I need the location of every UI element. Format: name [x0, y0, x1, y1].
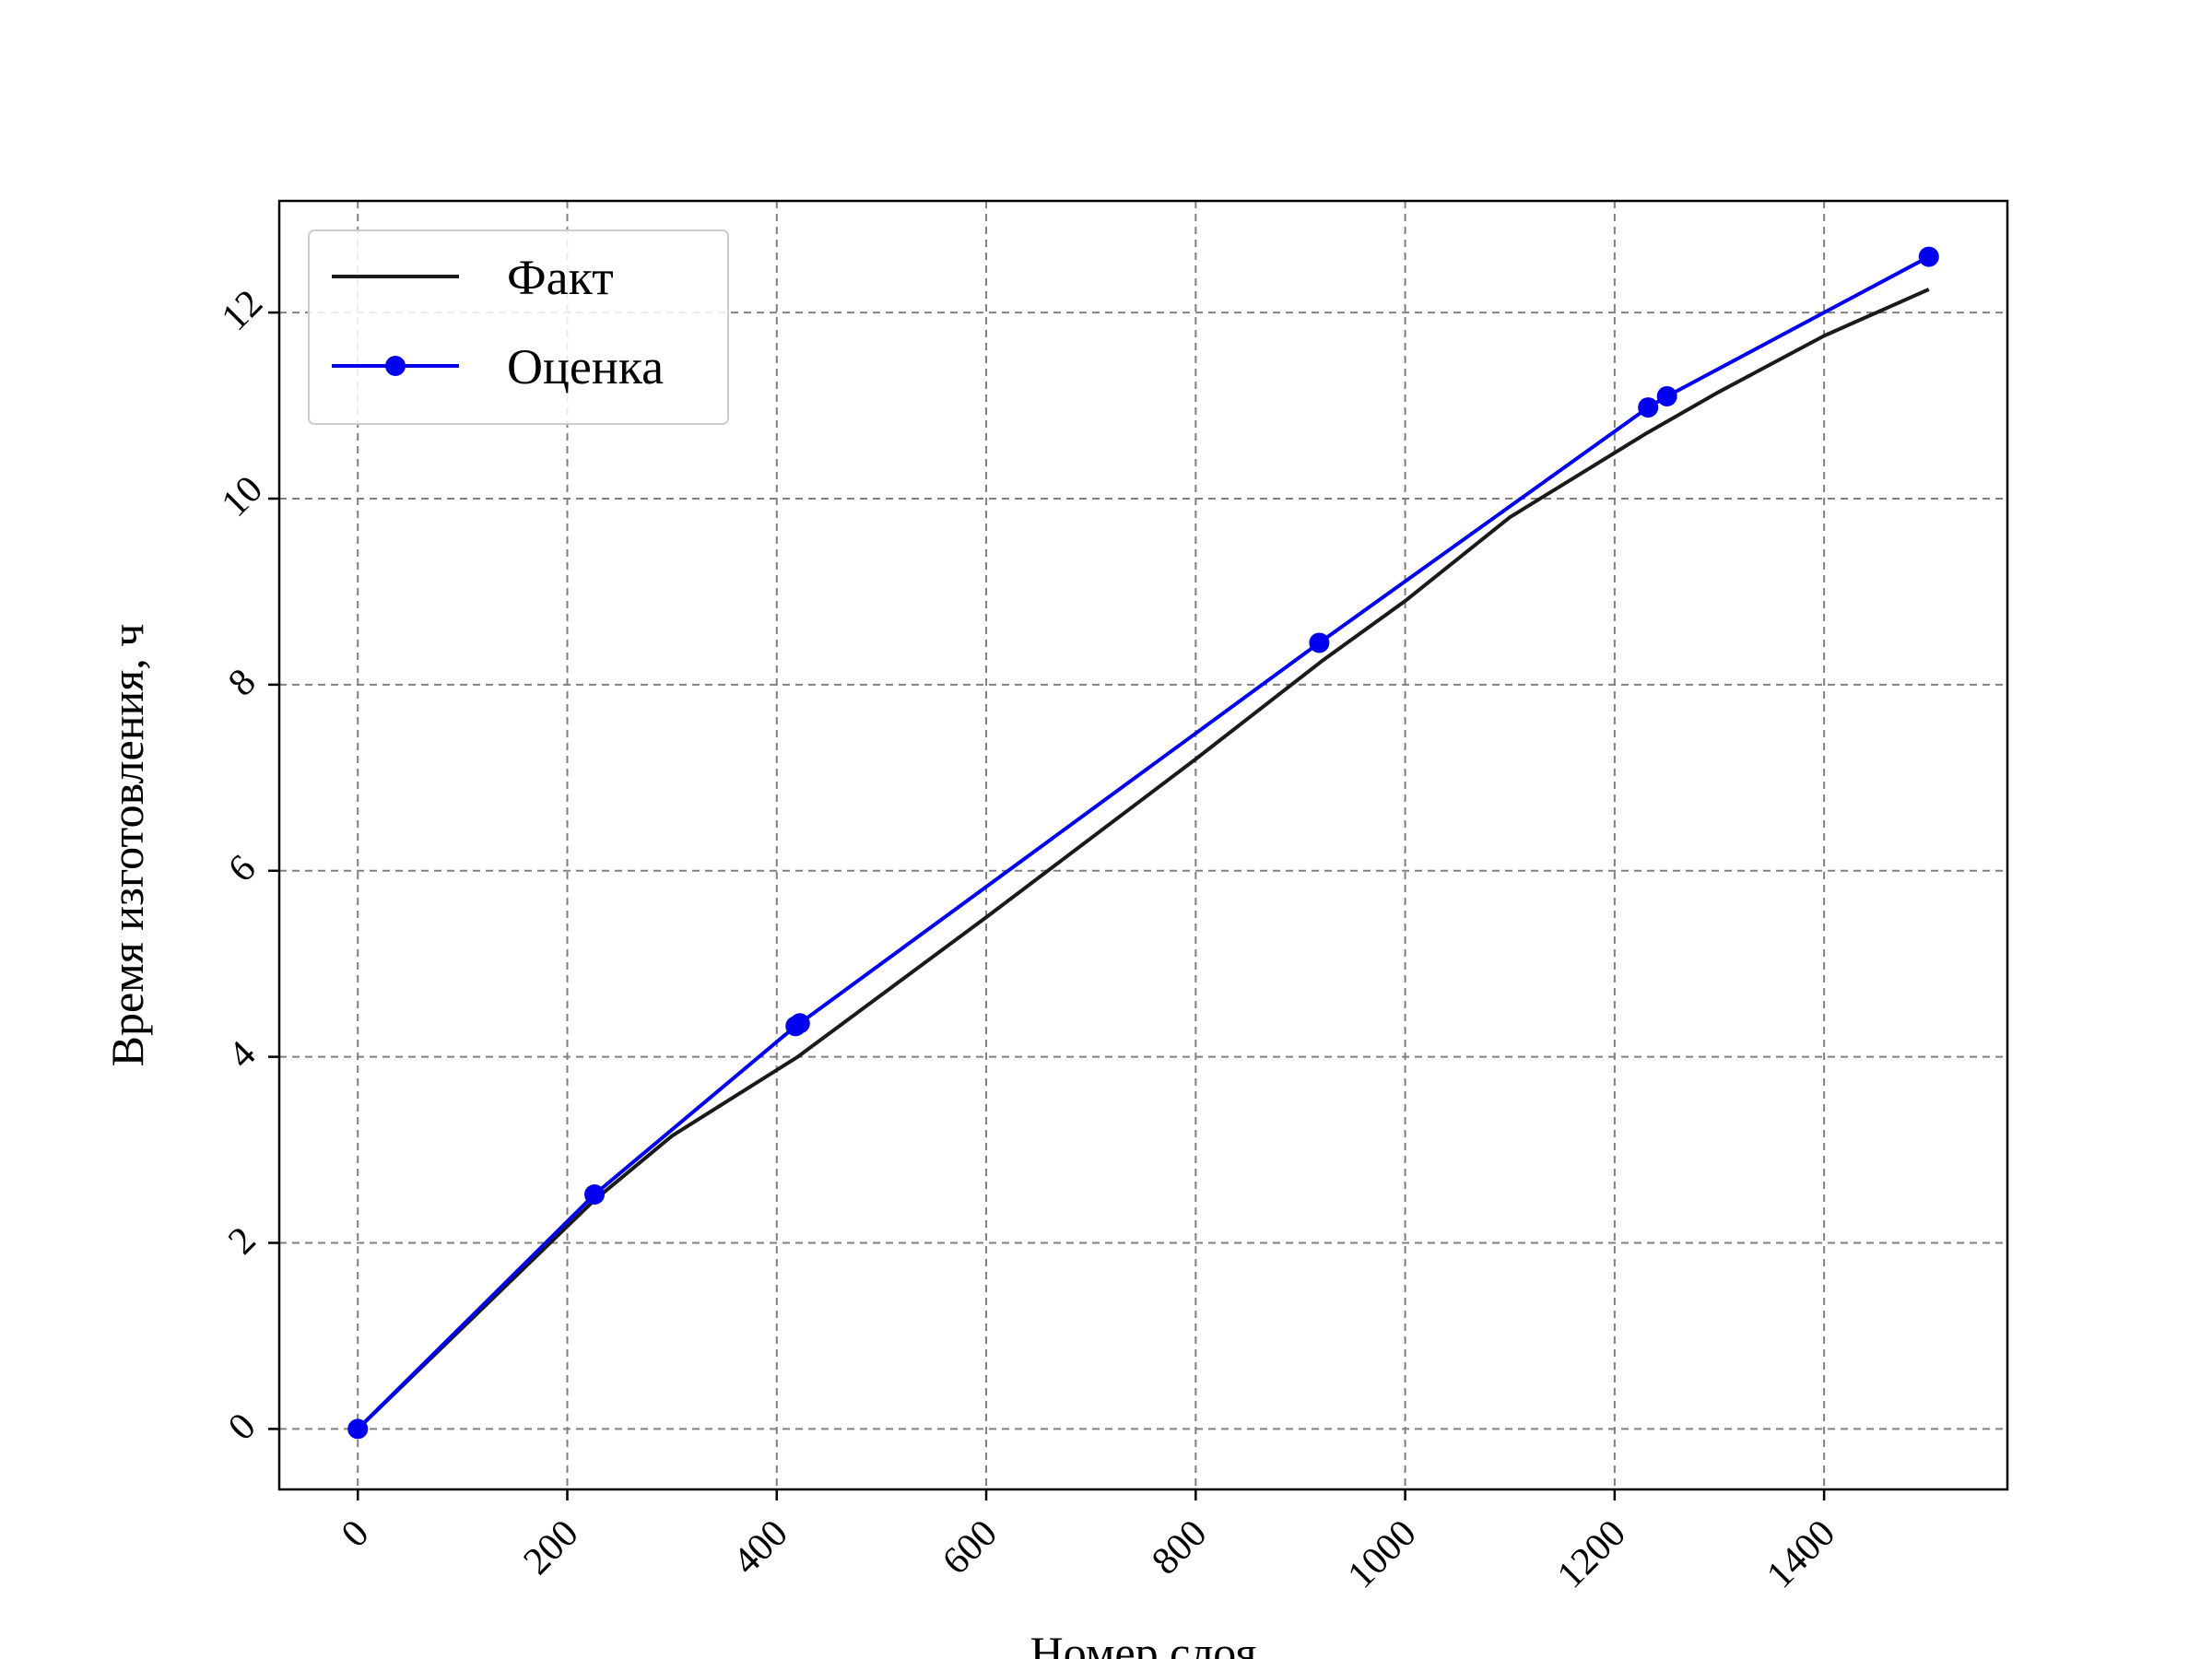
data-point — [1309, 632, 1330, 653]
x-axis-label: Номер слоя — [1030, 1627, 1257, 1659]
data-point — [1656, 385, 1677, 406]
legend: Факт Оценка — [308, 229, 729, 425]
plot-frame — [277, 199, 2009, 1491]
data-point — [584, 1184, 606, 1206]
y-axis-label: Время изготовления, ч — [101, 624, 153, 1067]
legend-entry-label: Оценка — [507, 339, 664, 394]
legend-marker — [385, 356, 406, 376]
data-point — [347, 1418, 369, 1440]
data-point — [789, 1013, 810, 1034]
series-layer — [347, 246, 1939, 1440]
legend-box — [308, 229, 729, 425]
series-line-fact — [356, 288, 1930, 1430]
legend-entry-label: Факт — [507, 250, 614, 305]
data-point — [1918, 246, 1939, 267]
data-point — [1638, 397, 1659, 418]
